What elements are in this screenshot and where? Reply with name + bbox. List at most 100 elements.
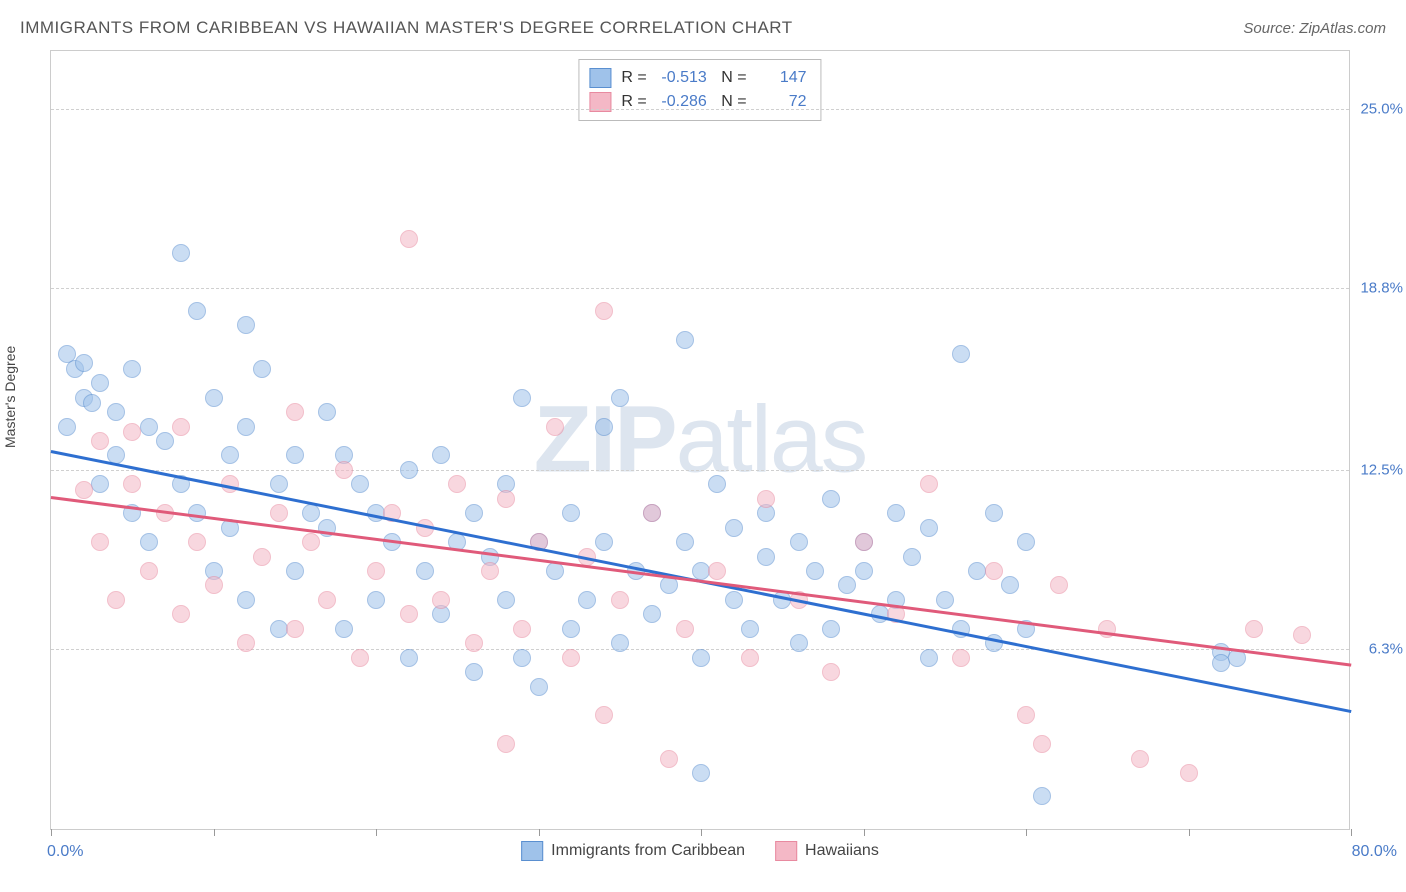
scatter-point	[822, 620, 840, 638]
series-legend: Immigrants from Caribbean Hawaiians	[521, 841, 879, 861]
scatter-point	[708, 475, 726, 493]
r-value-series2: -0.286	[657, 90, 707, 114]
scatter-point	[286, 562, 304, 580]
scatter-point	[757, 548, 775, 566]
scatter-point	[595, 302, 613, 320]
x-tick	[214, 829, 215, 836]
scatter-point	[367, 591, 385, 609]
scatter-point	[91, 533, 109, 551]
scatter-point	[156, 432, 174, 450]
scatter-point	[985, 504, 1003, 522]
scatter-point	[172, 418, 190, 436]
scatter-point	[952, 649, 970, 667]
correlation-legend: R = -0.513 N = 147 R = -0.286 N = 72	[578, 59, 821, 121]
x-tick	[701, 829, 702, 836]
scatter-point	[270, 504, 288, 522]
scatter-point	[123, 360, 141, 378]
scatter-point	[562, 649, 580, 667]
scatter-point	[221, 446, 239, 464]
x-tick	[864, 829, 865, 836]
scatter-point	[188, 302, 206, 320]
n-label: N =	[717, 66, 747, 90]
swatch-series1-bottom	[521, 841, 543, 861]
scatter-point	[692, 649, 710, 667]
scatter-point	[643, 504, 661, 522]
scatter-point	[465, 663, 483, 681]
scatter-point	[790, 533, 808, 551]
scatter-point	[676, 331, 694, 349]
series2-name: Hawaiians	[805, 842, 879, 860]
scatter-point	[920, 475, 938, 493]
scatter-point	[595, 706, 613, 724]
scatter-point	[302, 533, 320, 551]
scatter-point	[660, 750, 678, 768]
scatter-point	[107, 403, 125, 421]
scatter-point	[416, 562, 434, 580]
scatter-point	[546, 562, 564, 580]
x-axis-max-label: 80.0%	[1352, 843, 1397, 861]
scatter-point	[676, 620, 694, 638]
scatter-point	[123, 423, 141, 441]
scatter-point	[140, 418, 158, 436]
scatter-point	[855, 562, 873, 580]
scatter-point	[465, 504, 483, 522]
x-tick	[1189, 829, 1190, 836]
scatter-chart: ZIPatlas R = -0.513 N = 147 R = -0.286 N…	[50, 50, 1350, 830]
scatter-point	[400, 461, 418, 479]
scatter-point	[270, 475, 288, 493]
gridline	[51, 109, 1349, 110]
legend-item-series2: Hawaiians	[775, 841, 879, 861]
scatter-point	[676, 533, 694, 551]
scatter-point	[75, 481, 93, 499]
scatter-point	[205, 389, 223, 407]
scatter-point	[985, 562, 1003, 580]
scatter-point	[611, 634, 629, 652]
scatter-point	[205, 576, 223, 594]
scatter-point	[1033, 787, 1051, 805]
chart-title: IMMIGRANTS FROM CARIBBEAN VS HAWAIIAN MA…	[20, 18, 793, 38]
scatter-point	[432, 446, 450, 464]
scatter-point	[1001, 576, 1019, 594]
y-tick-label: 18.8%	[1360, 279, 1403, 296]
scatter-point	[692, 764, 710, 782]
scatter-point	[286, 620, 304, 638]
scatter-point	[1293, 626, 1311, 644]
scatter-point	[172, 605, 190, 623]
scatter-point	[920, 649, 938, 667]
swatch-series1	[589, 68, 611, 88]
scatter-point	[237, 591, 255, 609]
scatter-point	[400, 605, 418, 623]
gridline	[51, 470, 1349, 471]
scatter-point	[400, 230, 418, 248]
scatter-point	[920, 519, 938, 537]
scatter-point	[367, 562, 385, 580]
scatter-point	[351, 475, 369, 493]
scatter-point	[1131, 750, 1149, 768]
scatter-point	[188, 533, 206, 551]
x-tick	[51, 829, 52, 836]
scatter-point	[1017, 533, 1035, 551]
scatter-point	[562, 504, 580, 522]
y-axis-label: Master's Degree	[2, 346, 18, 448]
scatter-point	[91, 374, 109, 392]
scatter-point	[1180, 764, 1198, 782]
scatter-point	[497, 591, 515, 609]
scatter-point	[725, 519, 743, 537]
source-value: ZipAtlas.com	[1299, 20, 1386, 37]
scatter-point	[400, 649, 418, 667]
scatter-point	[123, 475, 141, 493]
x-tick	[1026, 829, 1027, 836]
scatter-point	[643, 605, 661, 623]
scatter-point	[253, 548, 271, 566]
scatter-point	[318, 591, 336, 609]
scatter-point	[806, 562, 824, 580]
swatch-series2-bottom	[775, 841, 797, 861]
scatter-point	[741, 649, 759, 667]
source-attribution: Source: ZipAtlas.com	[1243, 20, 1386, 37]
y-tick-label: 12.5%	[1360, 461, 1403, 478]
scatter-point	[741, 620, 759, 638]
r-value-series1: -0.513	[657, 66, 707, 90]
scatter-point	[578, 591, 596, 609]
scatter-point	[497, 490, 515, 508]
scatter-point	[611, 591, 629, 609]
